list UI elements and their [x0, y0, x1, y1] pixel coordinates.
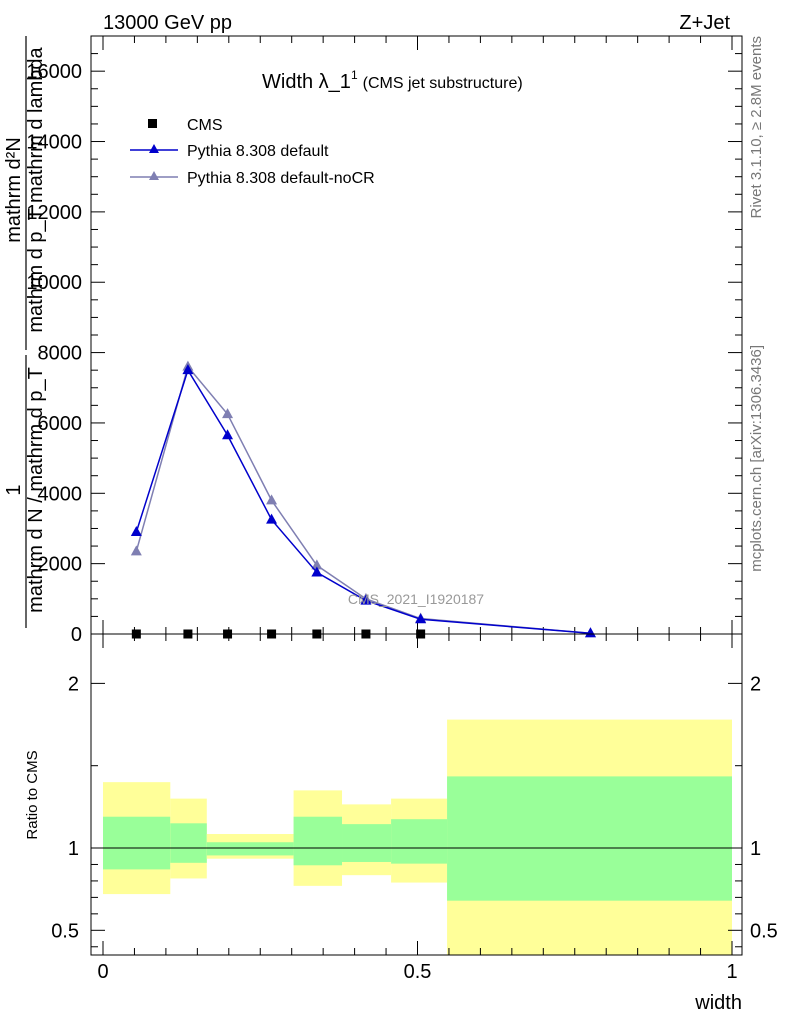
main-panel: 0 2000 4000 6000 8000 10000 12000 14000 16000	[26, 35, 743, 646]
series-point-pythia-default	[584, 627, 596, 638]
ratio-y-tick-label-right: 2	[750, 673, 761, 695]
ratio-band-green	[342, 824, 392, 862]
series-point-pythia-nocr	[130, 545, 142, 556]
series-line-pythia-default	[135, 368, 591, 635]
y-label-prefix-num: 1	[3, 484, 25, 495]
series-point-pythia-default	[222, 429, 234, 440]
chart-title-sup: 1	[351, 68, 358, 82]
series-point-pythia-default	[415, 613, 427, 624]
chart-title: Width λ_11 (CMS jet substructure)	[262, 68, 523, 93]
mcplots-label: mcplots.cern.ch [arXiv:1306.3436]	[748, 345, 765, 572]
main-y-tick-label: 0	[71, 624, 82, 646]
ratio-y-label: Ratio to CMS	[24, 750, 41, 839]
legend-marker-pythia-nocr	[149, 171, 159, 180]
ratio-y-tick-label-right: 0.5	[750, 920, 778, 942]
ratio-frame	[90, 633, 743, 956]
ratio-panel: 0.5 0.5 1 1 2 2 0 0.5 1	[51, 633, 778, 983]
series-line-pythia-nocr	[135, 365, 591, 635]
ratio-y-tick-label-left: 1	[68, 838, 79, 860]
ratio-band-green	[103, 816, 171, 870]
series-point-pythia-default	[311, 566, 323, 577]
ratio-band-green	[206, 842, 294, 856]
main-y-tick-label: 2000	[38, 554, 83, 576]
ratio-y-tick-label-left: 0.5	[51, 920, 79, 942]
legend-label-pythia-nocr: Pythia 8.308 default-noCR	[187, 170, 375, 187]
series-point-pythia-nocr	[222, 408, 234, 419]
legend-label-pythia-default: Pythia 8.308 default	[187, 143, 329, 160]
x-axis-label: width	[694, 992, 742, 1014]
x-tick-label: 1	[726, 961, 737, 983]
main-y-tick-label: 16000	[26, 61, 82, 83]
y-label-prefix-den: mathrm d N / mathrm d p_T	[25, 367, 47, 613]
main-y-tick-label: 6000	[38, 413, 83, 435]
energy-label: 13000 GeV pp	[103, 12, 232, 34]
legend-marker-cms	[148, 119, 157, 128]
rivet-label: Rivet 3.1.10, ≥ 2.8M events	[748, 36, 765, 219]
main-y-tick-label: 8000	[38, 343, 83, 365]
legend: CMS Pythia 8.308 default Pythia 8.308 de…	[130, 117, 375, 187]
y-label-num: mathrm d²N	[3, 137, 25, 243]
main-y-tick-label: 12000	[26, 202, 82, 224]
y-axis-label: 1 mathrm d N / mathrm d p_T mathrm d²N m…	[3, 36, 47, 628]
ratio-band-green	[447, 776, 732, 901]
series-point-pythia-nocr	[266, 494, 278, 505]
series-point-pythia-default	[182, 364, 194, 375]
main-y-tick-label: 10000	[26, 272, 82, 294]
chart-title-text: Width λ_1	[262, 71, 351, 93]
main-y-tick-label: 4000	[38, 483, 83, 505]
analysis-watermark: CMS_2021_I1920187	[348, 591, 484, 607]
chart-subtitle: (CMS jet substructure)	[363, 75, 523, 92]
ratio-band-green	[391, 819, 448, 864]
series-point-pythia-default	[360, 594, 372, 605]
x-tick-label: 0.5	[404, 961, 432, 983]
legend-label-cms: CMS	[187, 117, 223, 134]
process-label: Z+Jet	[679, 12, 730, 34]
y-label-den: mathrm d p_T mathrm d lambda	[25, 46, 47, 332]
series-point-pythia-default	[266, 513, 278, 524]
series-point-pythia-nocr	[311, 559, 323, 570]
ratio-band-green	[293, 816, 343, 866]
main-y-tick-label: 14000	[26, 132, 82, 154]
ratio-band-green	[170, 823, 207, 863]
x-tick-label: 0	[97, 961, 108, 983]
series-point-pythia-default	[130, 525, 142, 536]
ratio-y-tick-label-right: 1	[750, 838, 761, 860]
legend-marker-pythia-default	[149, 144, 159, 153]
ratio-y-tick-label-left: 2	[68, 673, 79, 695]
